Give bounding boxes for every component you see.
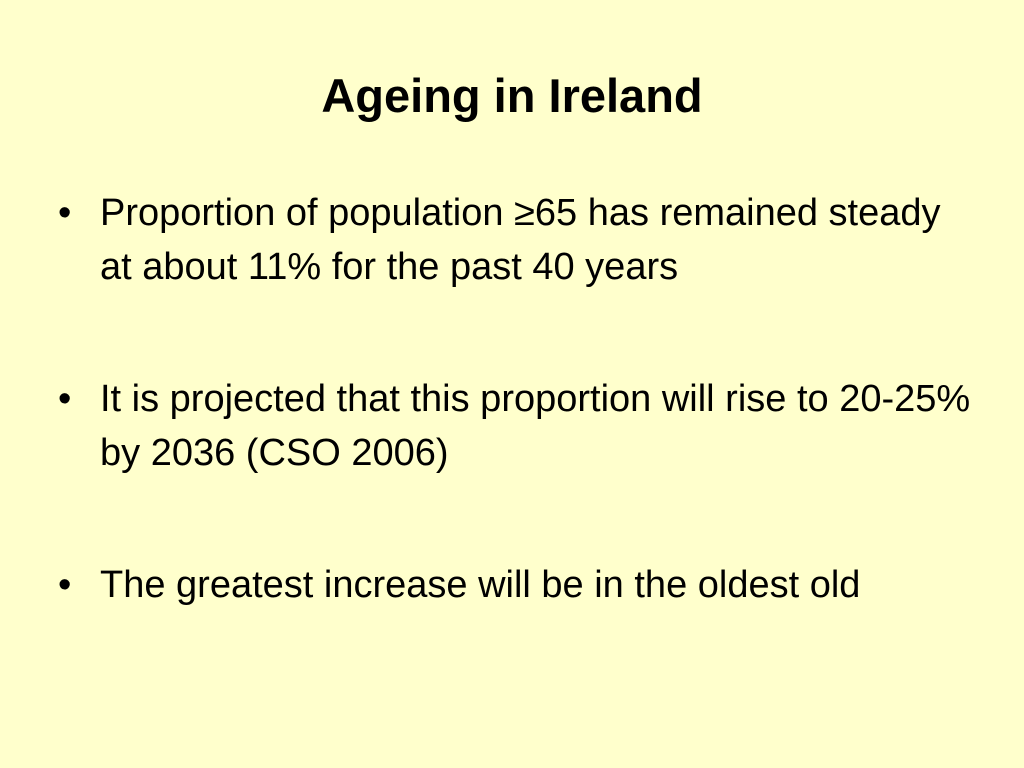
bullet-item: Proportion of population ≥65 has remaine… <box>58 186 980 294</box>
bullet-list: Proportion of population ≥65 has remaine… <box>58 186 980 690</box>
bullet-item: It is projected that this proportion wil… <box>58 372 980 480</box>
bullet-item: The greatest increase will be in the old… <box>58 558 980 612</box>
slide-title: Ageing in Ireland <box>321 69 703 122</box>
